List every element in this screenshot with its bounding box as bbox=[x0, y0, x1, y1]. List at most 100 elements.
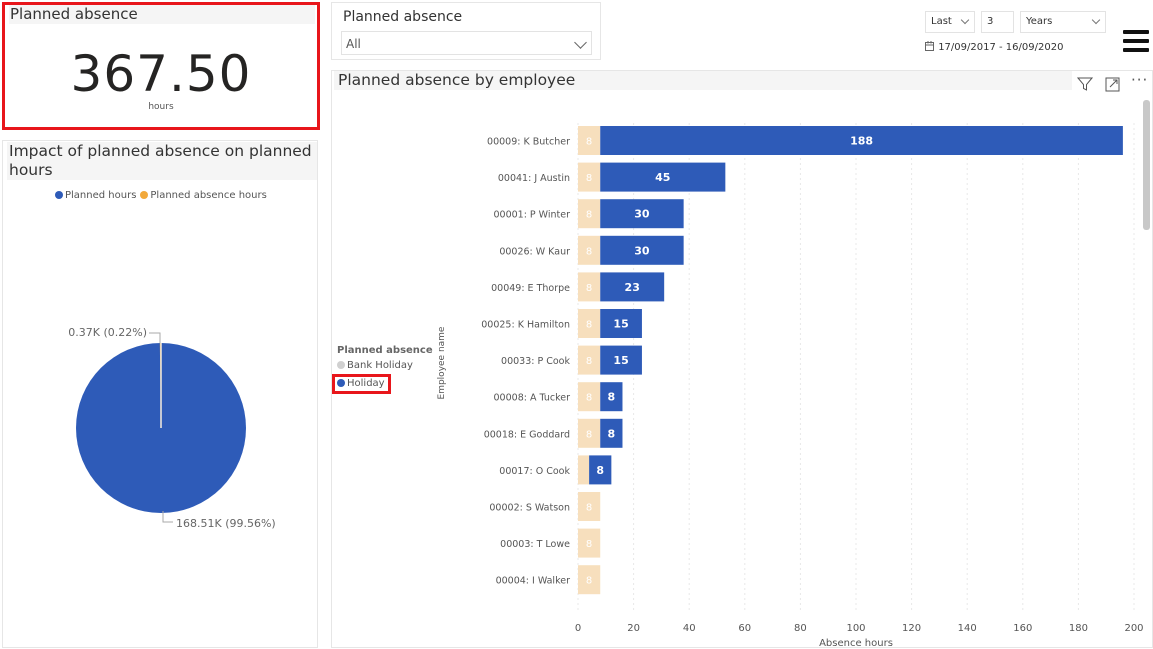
bar-segment-bank-holiday[interactable] bbox=[578, 162, 601, 192]
bar-segment-holiday[interactable] bbox=[589, 455, 612, 485]
data-label: 8 bbox=[586, 283, 592, 294]
category-label: 00002: S Watson bbox=[489, 503, 570, 514]
category-label: 00017: O Cook bbox=[499, 466, 570, 477]
legend-label: Bank Holiday bbox=[347, 360, 413, 371]
more-options-icon[interactable]: ··· bbox=[1131, 71, 1149, 89]
x-tick-label: 100 bbox=[846, 623, 865, 634]
gridlines bbox=[577, 123, 1135, 611]
data-label: 8 bbox=[586, 356, 592, 367]
bar-segment-bank-holiday[interactable] bbox=[578, 418, 601, 448]
date-mode-dropdown[interactable]: Last bbox=[925, 11, 975, 33]
data-label: 188 bbox=[850, 135, 873, 148]
data-label: 8 bbox=[586, 429, 592, 440]
data-label: 8 bbox=[586, 539, 592, 550]
bar-segment-bank-holiday[interactable] bbox=[578, 382, 601, 412]
bar-segment-holiday[interactable] bbox=[600, 382, 623, 412]
legend-label: Planned hours bbox=[65, 190, 137, 201]
bar-segment-bank-holiday[interactable] bbox=[578, 199, 601, 229]
data-label: 8 bbox=[586, 210, 592, 221]
legend-item-bank-holiday[interactable]: Bank Holiday bbox=[337, 360, 433, 371]
bar-segment-holiday[interactable] bbox=[600, 309, 642, 338]
bar-segment-holiday[interactable] bbox=[600, 272, 665, 302]
data-label: 30 bbox=[634, 208, 650, 221]
bar-segment-bank-holiday[interactable] bbox=[578, 528, 601, 558]
calendar-icon bbox=[925, 41, 934, 51]
x-tick-label: 180 bbox=[1069, 623, 1088, 634]
bar-chart[interactable]: 00009: K Butcher 00041: J Austin 00001: P … bbox=[332, 71, 1152, 647]
bar-segment-bank-holiday[interactable] bbox=[578, 309, 601, 338]
planned-absence-slicer[interactable]: Planned absence All bbox=[331, 2, 601, 60]
data-label: 8 bbox=[608, 427, 616, 440]
chevron-down-icon bbox=[574, 36, 587, 49]
kpi-title: Planned absence bbox=[9, 5, 315, 24]
x-tick-label: 120 bbox=[902, 623, 921, 634]
bar-segment-holiday[interactable] bbox=[600, 235, 684, 265]
data-label: 8 bbox=[586, 173, 592, 184]
filter-icon[interactable] bbox=[1077, 76, 1093, 92]
x-tick-label: 80 bbox=[794, 623, 807, 634]
category-label: 00004: I Walker bbox=[496, 576, 571, 587]
bar-segment-bank-holiday[interactable] bbox=[578, 345, 601, 375]
category-label: 00003: T Lowe bbox=[500, 539, 570, 550]
scrollbar[interactable] bbox=[1143, 100, 1150, 230]
x-tick-label: 20 bbox=[627, 623, 640, 634]
x-axis-ticks: 0 20 40 60 80 100 120 140 160 180 200 bbox=[575, 623, 1144, 634]
x-tick-label: 200 bbox=[1124, 623, 1143, 634]
legend-label: Holiday bbox=[347, 378, 385, 389]
bar-segment-holiday[interactable] bbox=[600, 345, 642, 375]
bar-segment-bank-holiday[interactable] bbox=[578, 565, 601, 595]
category-label: 00049: E Thorpe bbox=[491, 283, 570, 294]
category-label: 00025: K Hamilton bbox=[481, 320, 570, 331]
x-tick-label: 60 bbox=[738, 623, 751, 634]
bar-segment-holiday[interactable] bbox=[600, 162, 726, 192]
category-label: 00026: W Kaur bbox=[499, 246, 570, 257]
date-unit-dropdown[interactable]: Years bbox=[1020, 11, 1106, 33]
x-axis-title: Absence hours bbox=[819, 638, 893, 647]
date-unit-value: Years bbox=[1026, 16, 1053, 27]
data-label: 30 bbox=[634, 244, 650, 257]
pie-legend: Planned hours Planned absence hours bbox=[55, 190, 267, 201]
pie-chart[interactable]: 0.37K (0.22%) 168.51K (99.56%) bbox=[3, 141, 319, 649]
category-label: 00041: J Austin bbox=[498, 173, 570, 184]
focus-mode-icon[interactable] bbox=[1105, 77, 1120, 92]
bar-segment-bank-holiday[interactable] bbox=[578, 235, 601, 265]
legend-item-planned-hours[interactable]: Planned hours bbox=[55, 190, 136, 201]
data-label: 15 bbox=[613, 318, 628, 331]
legend-dot-icon bbox=[337, 361, 345, 369]
pie-title: Impact of planned absence on planned hou… bbox=[7, 142, 317, 180]
chevron-down-icon bbox=[960, 15, 970, 25]
bar-chart-card[interactable]: Planned absence by employee ··· Planned … bbox=[331, 70, 1153, 648]
legend-label: Planned absence hours bbox=[150, 190, 267, 201]
x-tick-label: 160 bbox=[1013, 623, 1032, 634]
pie-card[interactable]: Impact of planned absence on planned hou… bbox=[2, 140, 318, 648]
category-label: 00001: P Winter bbox=[493, 210, 570, 221]
pie-label-small: 0.37K (0.22%) bbox=[68, 326, 147, 339]
legend-dot-icon bbox=[337, 379, 345, 387]
category-label: 00009: K Butcher bbox=[487, 137, 570, 148]
date-count-input[interactable]: 3 bbox=[981, 11, 1014, 33]
bar-segment-holiday[interactable] bbox=[600, 126, 1123, 155]
data-label: 8 bbox=[596, 464, 604, 477]
menu-icon[interactable] bbox=[1123, 30, 1149, 57]
slicer-title: Planned absence bbox=[343, 9, 463, 25]
date-range-text: 17/09/2017 - 16/09/2020 bbox=[938, 42, 1064, 53]
category-label: 00008: A Tucker bbox=[494, 393, 571, 404]
kpi-unit: hours bbox=[148, 102, 174, 112]
leader-line-large bbox=[162, 511, 173, 523]
slicer-dropdown[interactable]: All bbox=[341, 31, 592, 55]
kpi-card[interactable]: Planned absence 367.50 hours bbox=[2, 2, 320, 130]
bar-segment-bank-holiday[interactable] bbox=[578, 455, 590, 485]
data-label: 8 bbox=[586, 576, 592, 587]
legend-item-holiday[interactable]: Holiday bbox=[332, 374, 391, 394]
bar-segment-bank-holiday[interactable] bbox=[578, 272, 601, 302]
data-label: 8 bbox=[586, 246, 592, 257]
legend-item-planned-absence-hours[interactable]: Planned absence hours bbox=[140, 190, 267, 201]
bar-segment-bank-holiday[interactable] bbox=[578, 126, 601, 155]
bar-segment-holiday[interactable] bbox=[600, 418, 623, 448]
data-label: 45 bbox=[655, 171, 670, 184]
data-label: 23 bbox=[625, 281, 640, 294]
legend-dot-icon bbox=[55, 191, 63, 199]
bar-segment-bank-holiday[interactable] bbox=[578, 492, 601, 521]
bar-segment-holiday[interactable] bbox=[600, 199, 684, 229]
leader-line-small bbox=[149, 332, 161, 343]
